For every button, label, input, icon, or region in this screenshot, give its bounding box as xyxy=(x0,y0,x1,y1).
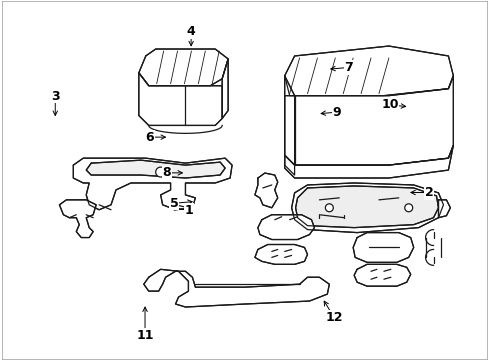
Circle shape xyxy=(155,167,165,177)
Text: 12: 12 xyxy=(325,311,342,324)
Text: 2: 2 xyxy=(424,186,432,199)
Polygon shape xyxy=(257,215,314,239)
Text: 10: 10 xyxy=(381,99,398,112)
Text: 9: 9 xyxy=(332,105,340,119)
Polygon shape xyxy=(284,76,294,175)
Polygon shape xyxy=(254,244,307,264)
Polygon shape xyxy=(284,145,452,178)
Text: 1: 1 xyxy=(184,204,193,217)
Polygon shape xyxy=(86,160,224,178)
Text: 3: 3 xyxy=(51,90,60,103)
Polygon shape xyxy=(295,186,438,228)
Text: 11: 11 xyxy=(136,329,153,342)
Text: 5: 5 xyxy=(169,197,178,210)
Polygon shape xyxy=(438,200,449,218)
Polygon shape xyxy=(143,269,328,307)
Polygon shape xyxy=(73,158,232,210)
Text: 4: 4 xyxy=(186,25,195,38)
Circle shape xyxy=(325,204,333,212)
Polygon shape xyxy=(60,200,96,238)
Text: 8: 8 xyxy=(162,166,171,179)
Polygon shape xyxy=(222,59,228,118)
Text: 6: 6 xyxy=(145,131,154,144)
Polygon shape xyxy=(139,73,222,125)
Polygon shape xyxy=(284,46,452,96)
Polygon shape xyxy=(284,76,452,165)
Polygon shape xyxy=(353,264,410,286)
Polygon shape xyxy=(291,183,443,233)
Circle shape xyxy=(404,204,412,212)
Polygon shape xyxy=(254,173,277,208)
Polygon shape xyxy=(352,233,413,262)
Text: 7: 7 xyxy=(344,61,352,74)
Polygon shape xyxy=(139,49,228,86)
